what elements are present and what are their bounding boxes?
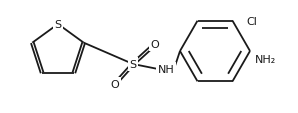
Text: Cl: Cl — [246, 16, 257, 26]
Text: NH₂: NH₂ — [255, 54, 276, 64]
Text: O: O — [111, 79, 119, 89]
Text: S: S — [55, 20, 62, 30]
Text: O: O — [150, 40, 159, 50]
Text: NH: NH — [158, 64, 174, 74]
Text: S: S — [129, 59, 136, 69]
